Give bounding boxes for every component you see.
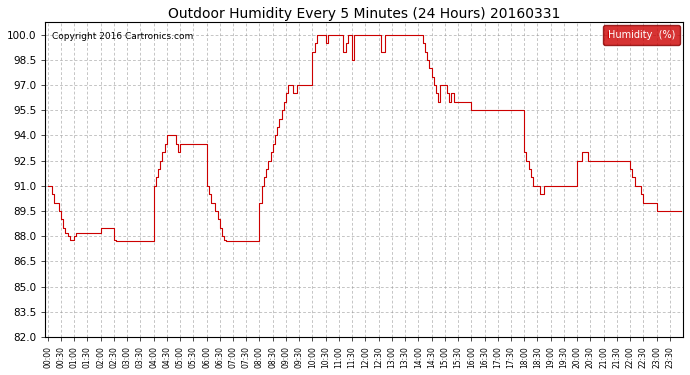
Text: Copyright 2016 Cartronics.com: Copyright 2016 Cartronics.com [52, 32, 193, 40]
Legend: Humidity  (%): Humidity (%) [603, 25, 680, 45]
Title: Outdoor Humidity Every 5 Minutes (24 Hours) 20160331: Outdoor Humidity Every 5 Minutes (24 Hou… [168, 7, 560, 21]
